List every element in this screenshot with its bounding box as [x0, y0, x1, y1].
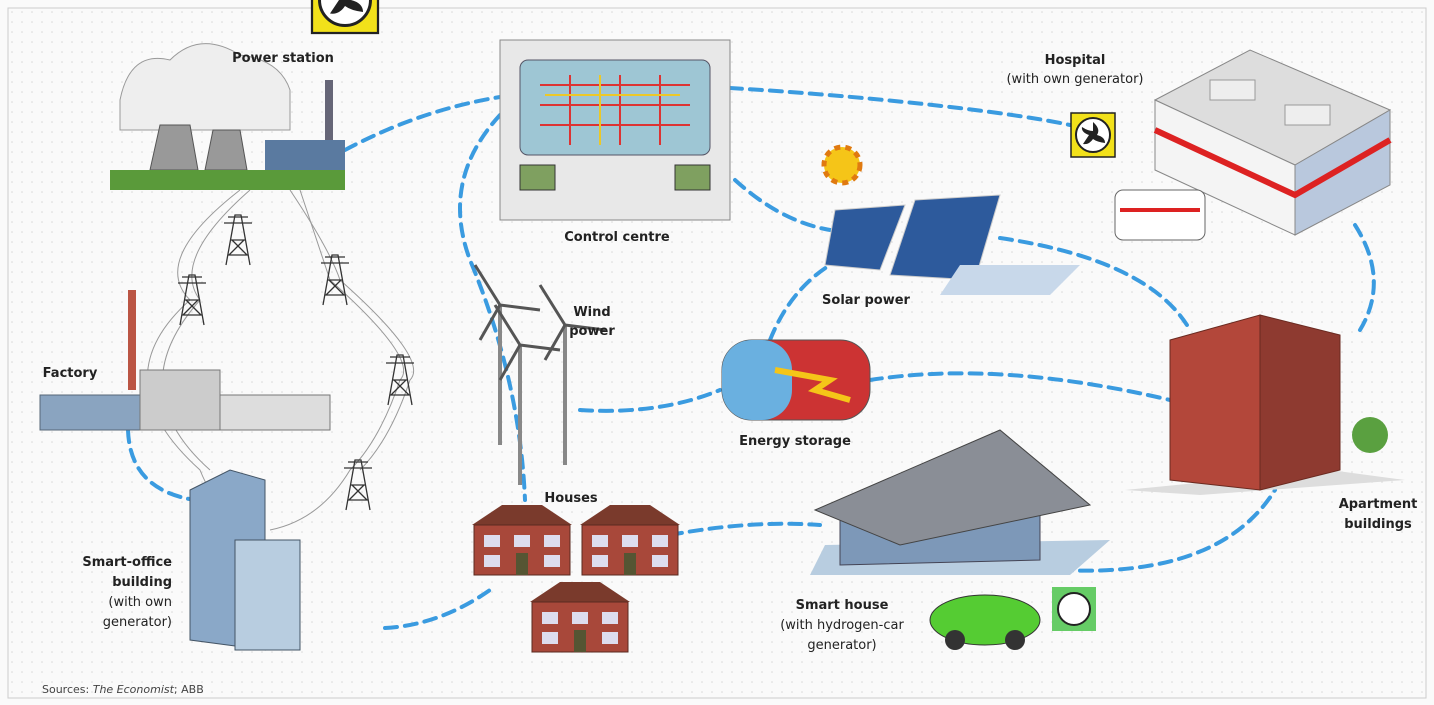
label-energy-storage: Energy storage — [739, 434, 851, 449]
label-line: power — [569, 324, 615, 339]
label-line: Factory — [43, 366, 98, 381]
label-line: generator) — [807, 638, 876, 653]
label-line: Smart house — [796, 598, 889, 613]
control-centre-illustration — [500, 40, 730, 220]
label-line: buildings — [1344, 517, 1412, 532]
label-line: Wind — [573, 305, 610, 320]
label-solar: Solar power — [822, 293, 911, 308]
label-factory: Factory — [43, 366, 98, 381]
label-control-centre: Control centre — [564, 230, 670, 245]
label-line: Power station — [232, 51, 334, 66]
label-line: generator) — [103, 615, 172, 630]
label-line: Control centre — [564, 230, 670, 245]
label-line: Houses — [544, 491, 598, 506]
label-line: (with hydrogen-car — [780, 618, 904, 633]
label-line: Apartment — [1339, 497, 1418, 512]
label-power-station: Power station — [232, 51, 334, 66]
label-line: ; ABB — [174, 683, 204, 696]
diagram: Power station Control centre Hospital (wi… — [0, 0, 1434, 705]
label-line: Energy storage — [739, 434, 851, 449]
label-line: Solar power — [822, 293, 911, 308]
label-line: Smart-office — [82, 555, 172, 570]
label-line: The Economist — [93, 683, 175, 696]
battery-illustration — [722, 340, 870, 420]
label-houses: Houses — [544, 491, 598, 506]
label-line: (with own — [108, 595, 172, 610]
source-note: Sources: The Economist; ABB — [42, 683, 204, 696]
label-line: (with own generator) — [1006, 72, 1143, 87]
label-line: Sources: — [42, 683, 93, 696]
label-line: building — [112, 575, 172, 590]
label-line: Hospital — [1045, 53, 1106, 68]
